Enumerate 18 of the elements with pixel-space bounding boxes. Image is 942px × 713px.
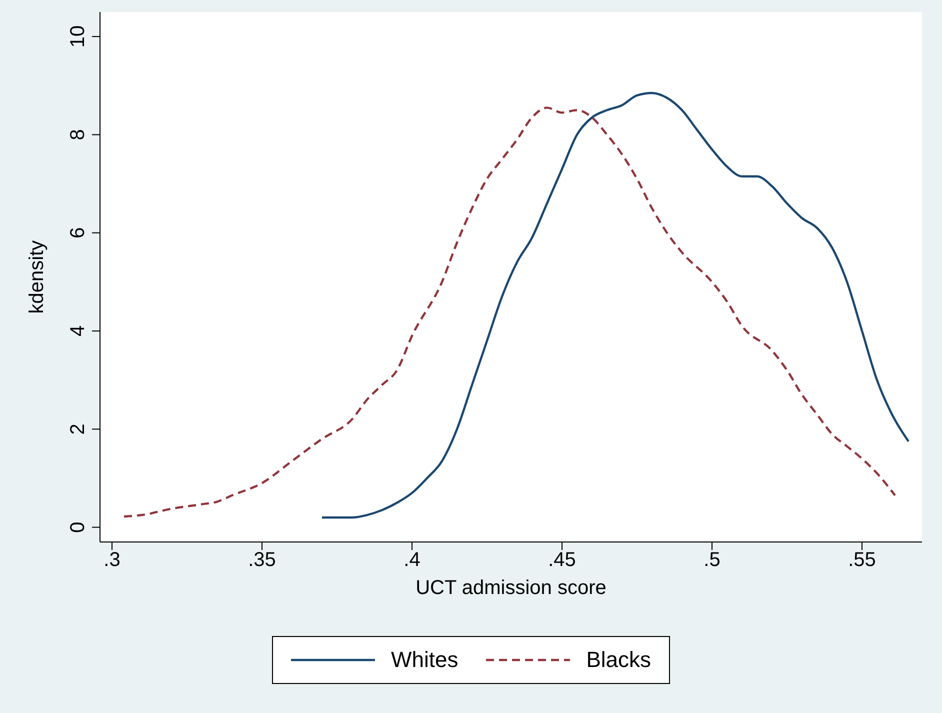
y-tick-label: 6	[67, 227, 89, 238]
x-tick-label: .4	[404, 549, 420, 572]
x-axis-title: UCT admission score	[416, 577, 606, 599]
x-tick-label: .35	[248, 549, 276, 572]
x-tick-label: .55	[848, 549, 876, 572]
legend-label: Whites	[390, 647, 458, 673]
line-series	[320, 92, 910, 519]
y-axis-title: kdensity	[26, 240, 48, 314]
y-tick-label: 4	[67, 325, 89, 337]
x-tick-label: .45	[548, 549, 576, 572]
y-tick-label: 0	[67, 522, 89, 533]
y-tick-label: 8	[67, 129, 89, 140]
line-series	[122, 106, 896, 518]
legend-label: Blacks	[586, 647, 652, 673]
x-tick-label: .5	[704, 549, 720, 572]
x-tick-label: .3	[104, 549, 120, 572]
y-tick-label: 2	[67, 424, 89, 435]
y-tick-label: 10	[67, 25, 89, 48]
